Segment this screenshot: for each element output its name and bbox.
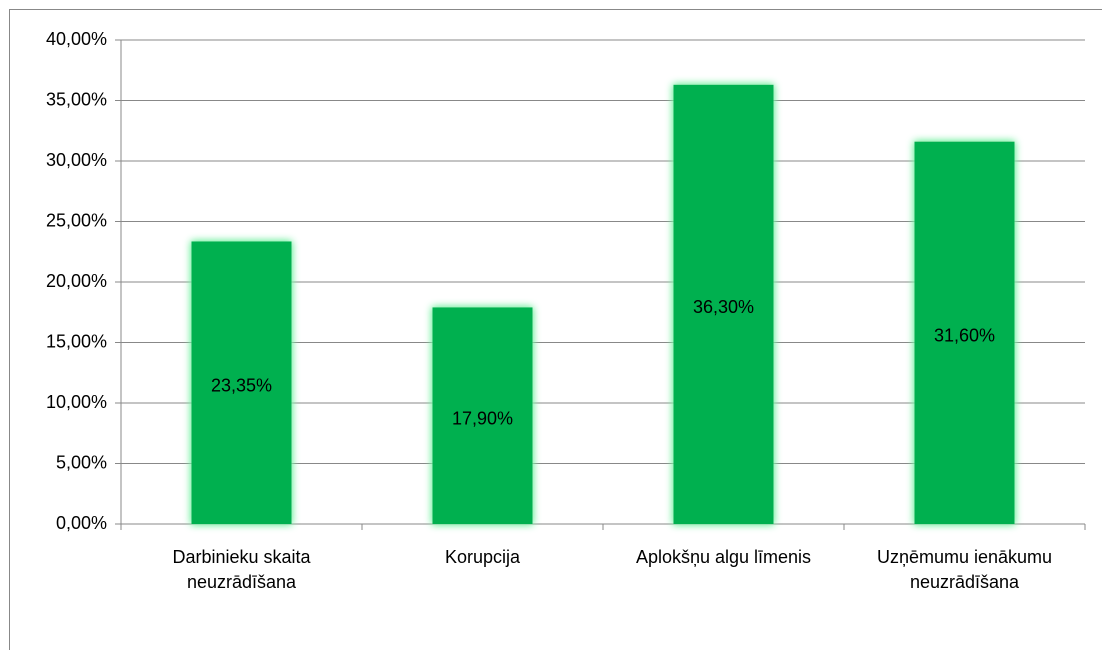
y-tick-label: 25,00%	[46, 210, 107, 230]
data-label: 23,35%	[211, 375, 272, 395]
x-tick-label: Korupcija	[444, 547, 521, 567]
y-tick-label: 0,00%	[56, 513, 107, 533]
y-tick-label: 5,00%	[56, 452, 107, 472]
x-tick-label: Uzņēmumu ienākumu neuzrādīšana	[876, 547, 1053, 592]
bar	[191, 241, 292, 524]
x-tick-label: Aplokšņu algu līmenis	[635, 547, 812, 567]
y-tick-label: 15,00%	[46, 331, 107, 351]
y-tick-label: 20,00%	[46, 271, 107, 291]
y-tick-label: 35,00%	[46, 89, 107, 109]
y-tick-label: 10,00%	[46, 392, 107, 412]
bar	[432, 307, 533, 524]
data-label: 31,60%	[934, 326, 995, 346]
data-label: 36,30%	[693, 297, 754, 317]
bar	[914, 141, 1015, 524]
data-label: 17,90%	[452, 408, 513, 428]
chart-border	[9, 9, 1102, 650]
bar	[673, 84, 774, 525]
x-tick-label: Darbinieku skaita neuzrādīšana	[172, 547, 311, 592]
y-tick-label: 30,00%	[46, 150, 107, 170]
y-tick-label: 40,00%	[46, 29, 107, 49]
